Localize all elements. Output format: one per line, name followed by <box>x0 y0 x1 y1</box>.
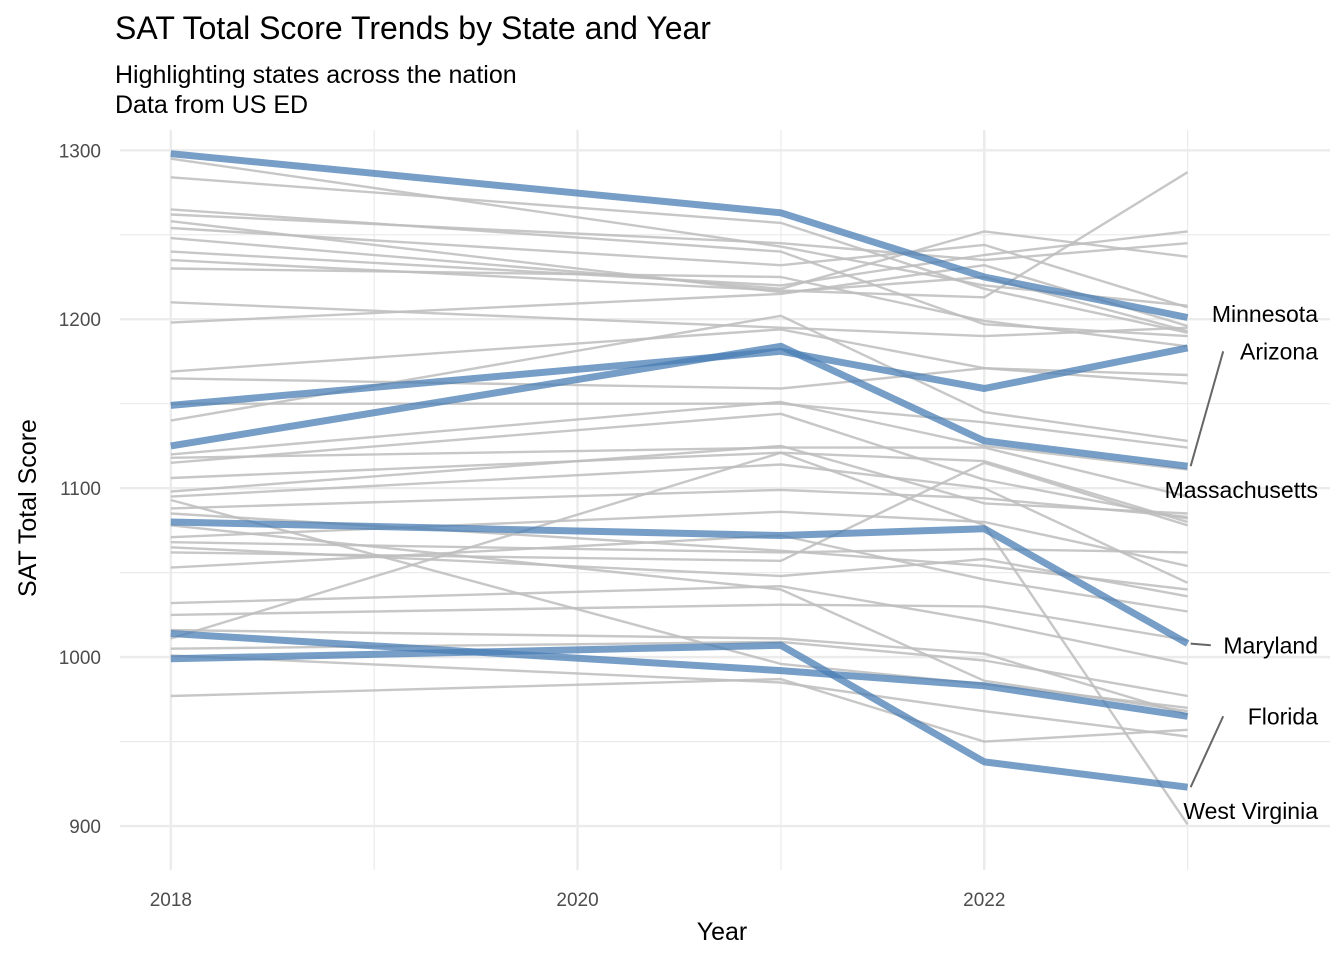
background-state-line <box>170 171 1189 299</box>
background-series <box>170 157 1189 826</box>
state-label-arizona: Arizona <box>1240 338 1318 364</box>
y-tick-label: 900 <box>69 817 101 838</box>
x-tick-label: 2020 <box>556 890 598 911</box>
background-state-line <box>170 628 1188 716</box>
background-state-line <box>170 534 1188 613</box>
axes: 900 1000 1100 1200 1300 2018 2020 2022 <box>59 141 1006 911</box>
background-state-line <box>170 402 1188 449</box>
y-tick-label: 1000 <box>59 648 101 669</box>
series-line-maryland <box>170 518 1190 647</box>
series-line-massachusetts <box>170 344 1189 409</box>
state-label-florida: Florida <box>1248 703 1319 729</box>
y-axis-title: SAT Total Score <box>14 419 42 597</box>
background-state-line <box>170 585 1188 666</box>
background-state-line <box>170 208 1188 338</box>
background-state-line <box>170 677 1188 743</box>
background-state-line <box>170 524 1188 713</box>
background-state-line <box>170 654 1188 738</box>
background-state-line <box>170 264 1188 328</box>
x-axis-title: Year <box>697 918 748 946</box>
state-label-massachusetts: Massachusetts <box>1165 477 1318 503</box>
x-tick-label: 2022 <box>963 890 1005 911</box>
series-line-minnesota <box>170 150 1189 321</box>
y-tick-label: 1100 <box>60 479 101 500</box>
series-line-west-virginia <box>170 630 1189 720</box>
y-tick-label: 1300 <box>59 141 101 162</box>
state-label-minnesota: Minnesota <box>1212 301 1318 327</box>
background-state-line <box>170 230 1188 287</box>
x-tick-label: 2018 <box>150 890 192 911</box>
background-state-line <box>170 451 1189 826</box>
leader-line-florida <box>1189 715 1225 788</box>
background-state-line <box>170 314 1188 443</box>
background-state-line <box>170 226 1188 309</box>
background-state-line <box>170 451 1188 524</box>
state-label-west-virginia: West Virginia <box>1183 798 1318 824</box>
background-state-line <box>170 546 1188 598</box>
leader-line-arizona <box>1189 351 1225 467</box>
chart-title: SAT Total Score Trends by State and Year <box>115 10 711 46</box>
background-state-line <box>170 640 1188 698</box>
y-tick-label: 1200 <box>59 310 101 331</box>
chart-subtitle: Highlighting states across the nation Da… <box>115 60 517 120</box>
state-label-maryland: Maryland <box>1223 632 1318 658</box>
leader-line-maryland <box>1190 642 1211 647</box>
background-state-line <box>170 400 1188 471</box>
state-labels: Minnesota Arizona Massachusetts Maryland Flo… <box>1165 301 1319 824</box>
background-state-line <box>170 213 1188 262</box>
background-state-line <box>170 488 1188 519</box>
highlighted-series <box>170 150 1190 791</box>
series-line-arizona <box>170 342 1189 470</box>
background-state-line <box>170 328 1188 385</box>
background-state-line <box>170 541 1188 554</box>
background-state-line <box>170 220 1188 333</box>
background-state-line <box>170 412 1188 520</box>
background-state-line <box>170 267 1188 348</box>
subtitle-line-2: Data from US ED <box>115 91 309 119</box>
subtitle-line-1: Highlighting states across the nation <box>115 61 517 89</box>
background-state-line <box>170 301 1188 338</box>
background-state-line <box>170 510 1188 568</box>
background-state-line <box>170 463 1189 584</box>
background-state-line <box>170 603 1188 642</box>
